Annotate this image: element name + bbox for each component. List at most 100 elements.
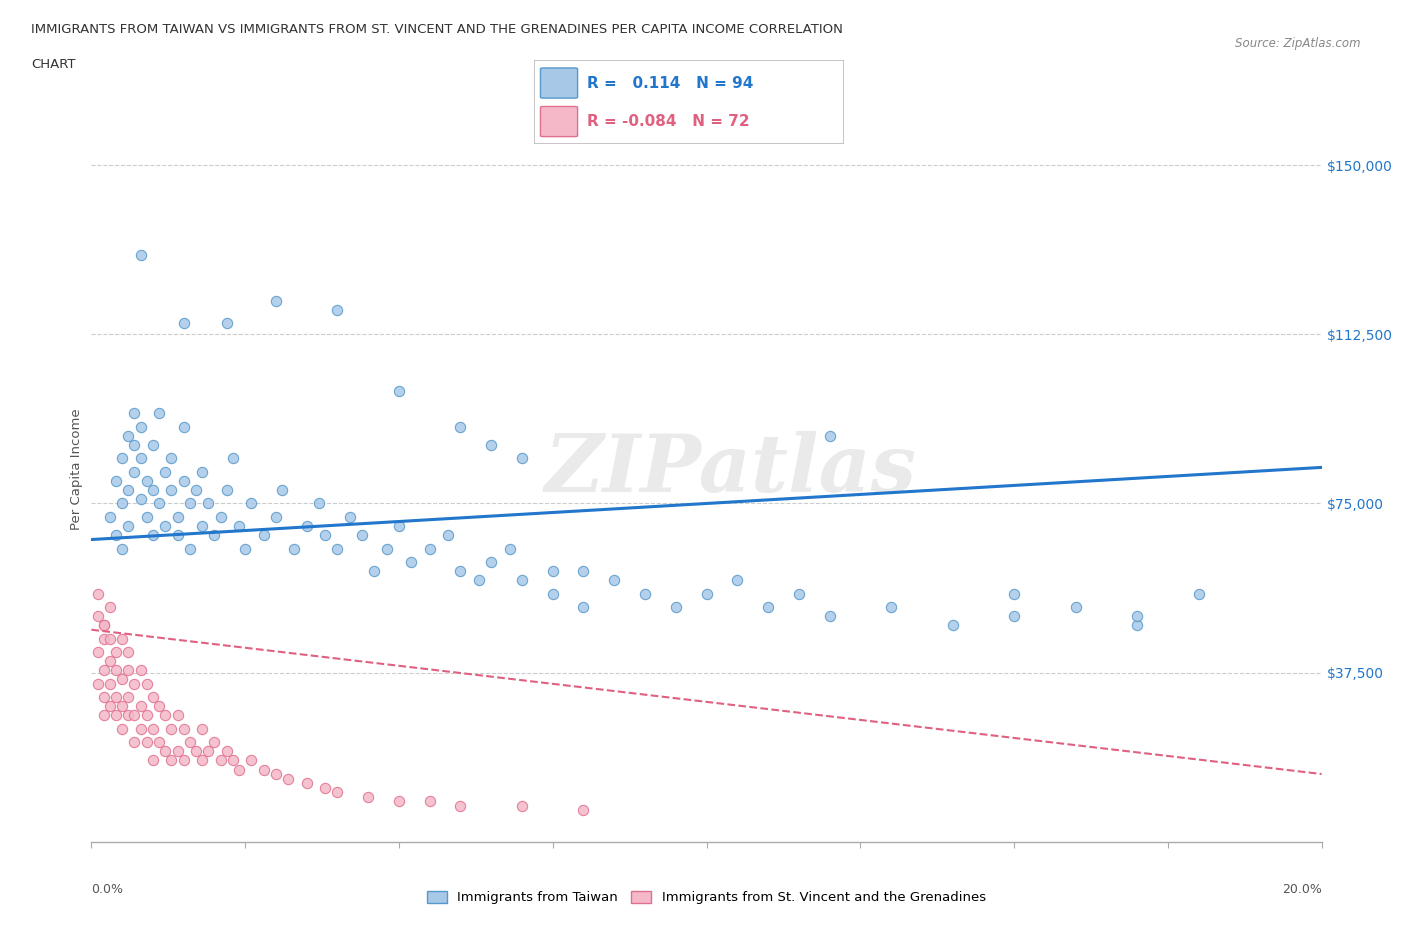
Point (271, 483, 294, 498)
Point (160, 483, 183, 498)
Point (105, 527, 127, 542)
Point (264, 293, 287, 308)
Text: 20.0%: 20.0% (1282, 883, 1322, 896)
Point (111, 671, 134, 686)
Point (129, 492, 152, 507)
Point (93, 663, 115, 678)
Point (419, 541, 441, 556)
Point (179, 496, 201, 511)
Point (264, 766, 287, 781)
Point (117, 663, 139, 678)
Point (117, 644, 139, 659)
Point (215, 315, 238, 330)
Point (124, 735, 146, 750)
Point (222, 451, 245, 466)
Point (209, 753, 232, 768)
Point (510, 451, 533, 466)
Point (160, 451, 183, 466)
Point (98, 510, 121, 525)
Point (197, 744, 219, 759)
Text: CHART: CHART (31, 58, 76, 71)
Point (142, 437, 165, 452)
Point (363, 564, 385, 578)
Point (942, 618, 965, 632)
FancyBboxPatch shape (534, 60, 844, 144)
Point (142, 483, 165, 498)
Point (124, 676, 146, 691)
Point (228, 762, 250, 777)
Point (142, 722, 165, 737)
Point (665, 600, 688, 615)
Point (572, 600, 595, 615)
Point (129, 699, 152, 714)
Point (209, 510, 232, 525)
Point (93, 618, 115, 632)
Point (111, 722, 134, 737)
Point (222, 753, 245, 768)
Point (93, 708, 115, 723)
Point (1187, 586, 1209, 601)
Point (191, 722, 214, 737)
Point (98, 631, 121, 646)
Point (148, 699, 170, 714)
Point (173, 722, 195, 737)
Point (173, 315, 195, 330)
Point (117, 519, 139, 534)
Point (603, 573, 626, 588)
Point (479, 437, 502, 452)
Point (228, 519, 250, 534)
Point (111, 451, 134, 466)
Point (86, 586, 108, 601)
Point (86, 644, 108, 659)
Point (166, 510, 188, 525)
Point (725, 573, 748, 588)
Point (510, 798, 533, 813)
Point (98, 699, 121, 714)
Point (111, 496, 134, 511)
Point (129, 722, 152, 737)
Point (202, 735, 225, 750)
Point (1126, 609, 1149, 624)
Point (295, 776, 318, 790)
Point (357, 790, 380, 804)
Point (572, 564, 595, 578)
Point (283, 541, 305, 556)
Point (184, 744, 207, 759)
Point (105, 708, 127, 723)
Legend: Immigrants from Taiwan, Immigrants from St. Vincent and the Grenadines: Immigrants from Taiwan, Immigrants from … (422, 885, 991, 910)
Point (129, 451, 152, 466)
Point (787, 586, 810, 601)
Point (541, 564, 564, 578)
Point (124, 437, 146, 452)
Point (339, 510, 361, 525)
Point (326, 785, 349, 800)
Point (880, 600, 903, 615)
Text: ZIPatlas: ZIPatlas (546, 431, 917, 509)
Point (240, 496, 263, 511)
Point (197, 496, 219, 511)
Point (468, 573, 491, 588)
Point (148, 405, 170, 420)
Point (111, 541, 134, 556)
Point (98, 654, 121, 669)
Text: 0.0%: 0.0% (91, 883, 124, 896)
Point (314, 527, 336, 542)
Point (818, 429, 841, 444)
Point (105, 663, 127, 678)
Point (173, 419, 195, 434)
Point (135, 708, 157, 723)
Point (166, 744, 188, 759)
Point (479, 554, 502, 569)
Point (388, 793, 411, 808)
Point (295, 519, 318, 534)
Point (142, 753, 165, 768)
Point (1064, 600, 1087, 615)
Point (498, 541, 520, 556)
Point (105, 644, 127, 659)
Point (696, 586, 718, 601)
Point (86, 609, 108, 624)
Point (818, 609, 841, 624)
Point (510, 573, 533, 588)
Text: R = -0.084   N = 72: R = -0.084 N = 72 (586, 114, 749, 129)
Point (1002, 586, 1025, 601)
